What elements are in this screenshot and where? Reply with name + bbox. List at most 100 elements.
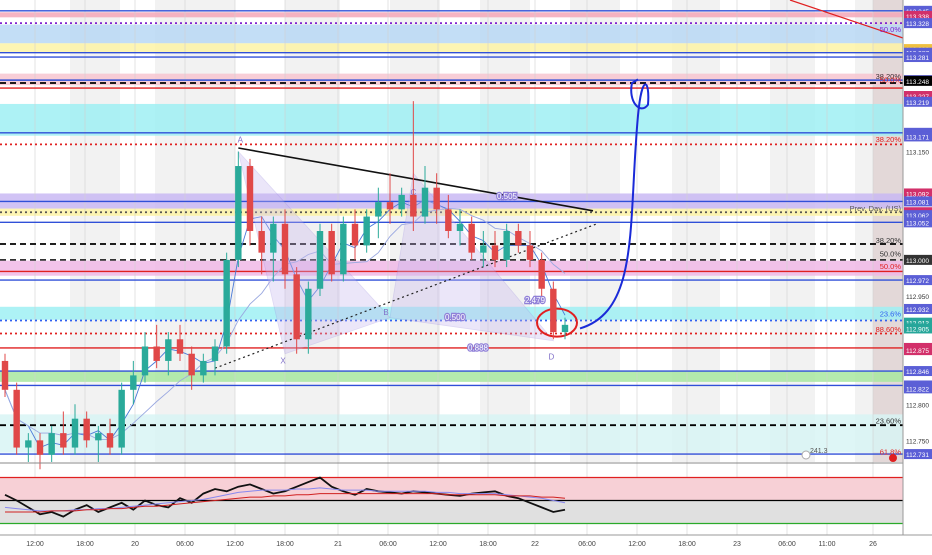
candle-19	[223, 252, 230, 354]
candle-body	[13, 389, 20, 448]
price-axis-label-bg-24	[904, 366, 932, 377]
time-tick-label-15: 06:00	[778, 541, 796, 548]
candle-body	[480, 245, 487, 253]
candle-body	[130, 375, 137, 390]
candle-body	[398, 194, 405, 210]
candle-9	[106, 418, 114, 455]
price-zone-9	[0, 371, 903, 382]
level-label-1: 38.20%	[876, 72, 902, 81]
candle-body	[445, 209, 452, 231]
time-tick-label-12: 12:00	[628, 541, 646, 548]
price-axis-label-14: 113.081	[906, 199, 929, 206]
price-axis-label-bg-30	[904, 317, 932, 328]
price-axis-label-bg-5	[904, 52, 932, 63]
pattern-label-7: 0.500	[445, 313, 466, 322]
price-axis-label-bg-1	[904, 10, 932, 21]
time-axis-background	[0, 535, 932, 550]
price-axis-label-29: 112.731	[906, 452, 929, 459]
candle-body	[328, 231, 335, 275]
level-label-10: 23.60%	[876, 416, 902, 425]
candle-15	[176, 324, 184, 361]
time-tick-label-11: 06:00	[578, 541, 596, 548]
candle-2	[25, 433, 32, 462]
price-axis[interactable]: 70.000050.0000113.345113.338113.328113.2…	[902, 0, 932, 535]
candle-body	[375, 202, 382, 217]
pattern-label-5: 0.505	[497, 192, 518, 201]
pattern-label-2: B	[383, 308, 388, 317]
price-axis-label-16: 113.062	[906, 213, 929, 220]
oscillator-pane	[0, 462, 932, 525]
price-axis-label-bg-16	[904, 210, 932, 221]
time-axis[interactable]: 12:00 18:00 20 06:00 12:00 18:00 21 06:00 12:00 1…	[0, 534, 932, 550]
price-axis-label-9: 113.219	[906, 100, 929, 107]
price-axis-label-bg-14	[904, 196, 932, 207]
time-tick-label-8: 12:00	[429, 541, 447, 548]
osc-series-line-1	[4, 487, 566, 512]
price-zone-2	[0, 43, 903, 52]
pattern-label-6: 2.479	[525, 296, 546, 305]
time-tick-label-0: 12:00	[26, 541, 44, 548]
price-axis-label-7: 113.248	[906, 79, 929, 86]
level-label-0: 50.0%	[880, 25, 902, 34]
candle-34	[398, 187, 405, 217]
price-axis-label-bg-8	[904, 91, 932, 102]
candle-25	[293, 267, 300, 354]
candle-27	[316, 223, 324, 296]
price-axis-label-bg-21	[904, 303, 932, 314]
osc-zone-0	[0, 477, 903, 501]
level-label-5: 38.20%	[876, 236, 902, 245]
candle-42	[491, 231, 499, 268]
candle-23	[270, 216, 277, 282]
candle-17	[200, 353, 207, 383]
candle-body	[211, 346, 219, 361]
price-axis-label-bg-7	[904, 75, 932, 86]
candle-body	[188, 353, 195, 376]
level-label-4: Prev. Day. (US)	[850, 204, 902, 213]
candle-11	[130, 360, 137, 405]
candle-body	[176, 339, 184, 354]
price-axis-label-27: 112.800	[906, 402, 929, 409]
alert-dot-icon	[889, 454, 897, 462]
price-axis-label-bg-13	[904, 188, 932, 199]
candle-18	[211, 339, 219, 376]
price-axis-label-24: 112.846	[906, 369, 929, 376]
candle-46	[538, 252, 545, 296]
price-axis-label-18: 113.000	[906, 258, 929, 265]
time-tick-label-14: 23	[733, 541, 741, 548]
candle-body	[106, 433, 114, 448]
price-axis-label-bg-19	[904, 275, 932, 286]
candle-body	[468, 223, 475, 253]
session-band-6	[672, 0, 720, 462]
price-axis-label-2: 113.328	[906, 21, 929, 28]
candle-body	[71, 418, 79, 448]
price-zone-1	[0, 24, 903, 44]
price-zone-10	[0, 414, 903, 453]
time-tick-label-17: 26	[869, 541, 877, 548]
time-tick-label-7: 06:00	[379, 541, 397, 548]
candle-body	[153, 346, 160, 361]
candle-body	[83, 418, 90, 441]
candle-6	[71, 404, 79, 455]
price-axis-label-5: 113.281	[906, 55, 929, 62]
right-shaded-band	[873, 0, 903, 462]
candle-body	[95, 433, 102, 441]
candle-36	[421, 166, 429, 224]
price-axis-label-28: 112.750	[906, 438, 929, 445]
candle-body	[281, 223, 289, 275]
candle-body	[36, 440, 44, 455]
price-axis-label-bg-26	[904, 383, 932, 394]
candle-body	[118, 389, 125, 448]
candle-8	[95, 425, 102, 462]
resistance-trendline	[238, 147, 594, 212]
price-axis-label-12: 113.150	[906, 150, 929, 157]
candle-29	[340, 216, 347, 282]
price-axis-label-19: 112.972	[906, 278, 929, 285]
price-axis-label-26: 112.822	[906, 386, 929, 393]
candle-body	[293, 274, 300, 340]
candle-35	[410, 101, 417, 231]
candle-38	[445, 194, 452, 239]
candle-body	[410, 194, 417, 217]
price-axis-label-23: 112.875	[906, 348, 929, 355]
pattern-label-0: X	[280, 356, 286, 365]
candle-1	[13, 382, 20, 455]
